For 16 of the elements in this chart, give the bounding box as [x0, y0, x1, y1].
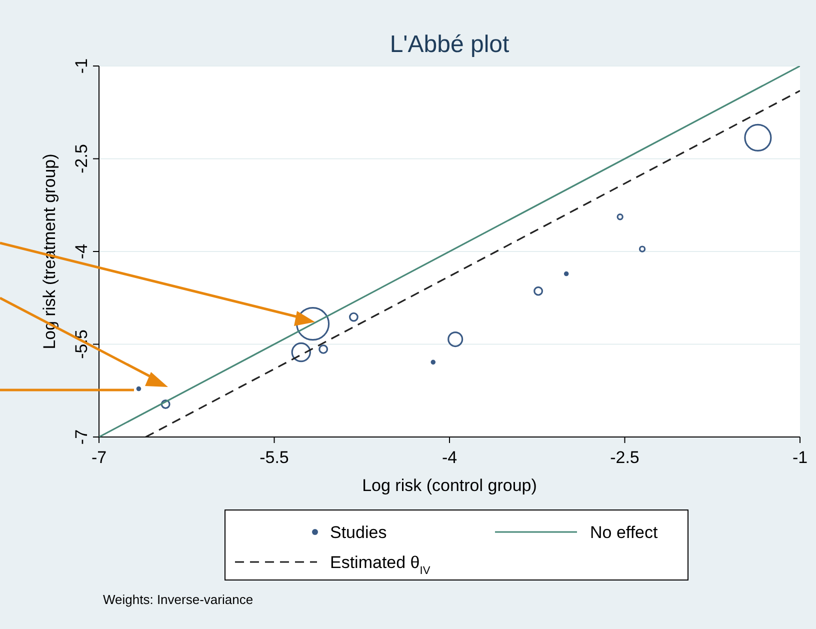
x-axis-title: Log risk (control group) [362, 476, 537, 495]
text: Weights: Inverse-variance [103, 592, 254, 607]
y-tick-label: -4 [72, 244, 91, 260]
legend-label: Estimated θ$_{IV}$ [330, 553, 431, 577]
chart-title: L'Abbé plot [390, 31, 510, 58]
y-tick-label: -2.5 [72, 144, 91, 174]
x-tick-label: -1 [792, 448, 808, 467]
x-tick-label: -5.5 [260, 448, 289, 467]
y-tick-label: -5.5 [72, 330, 91, 359]
x-tick-label: -4 [442, 448, 458, 467]
y-tick-label: -7 [72, 429, 91, 445]
legend-label: No effect [590, 523, 658, 542]
x-tick-label: -2.5 [610, 448, 640, 467]
y-tick-label: -1 [72, 58, 91, 74]
legend-label: Studies [330, 523, 387, 542]
x-tick-label: -7 [91, 448, 107, 467]
